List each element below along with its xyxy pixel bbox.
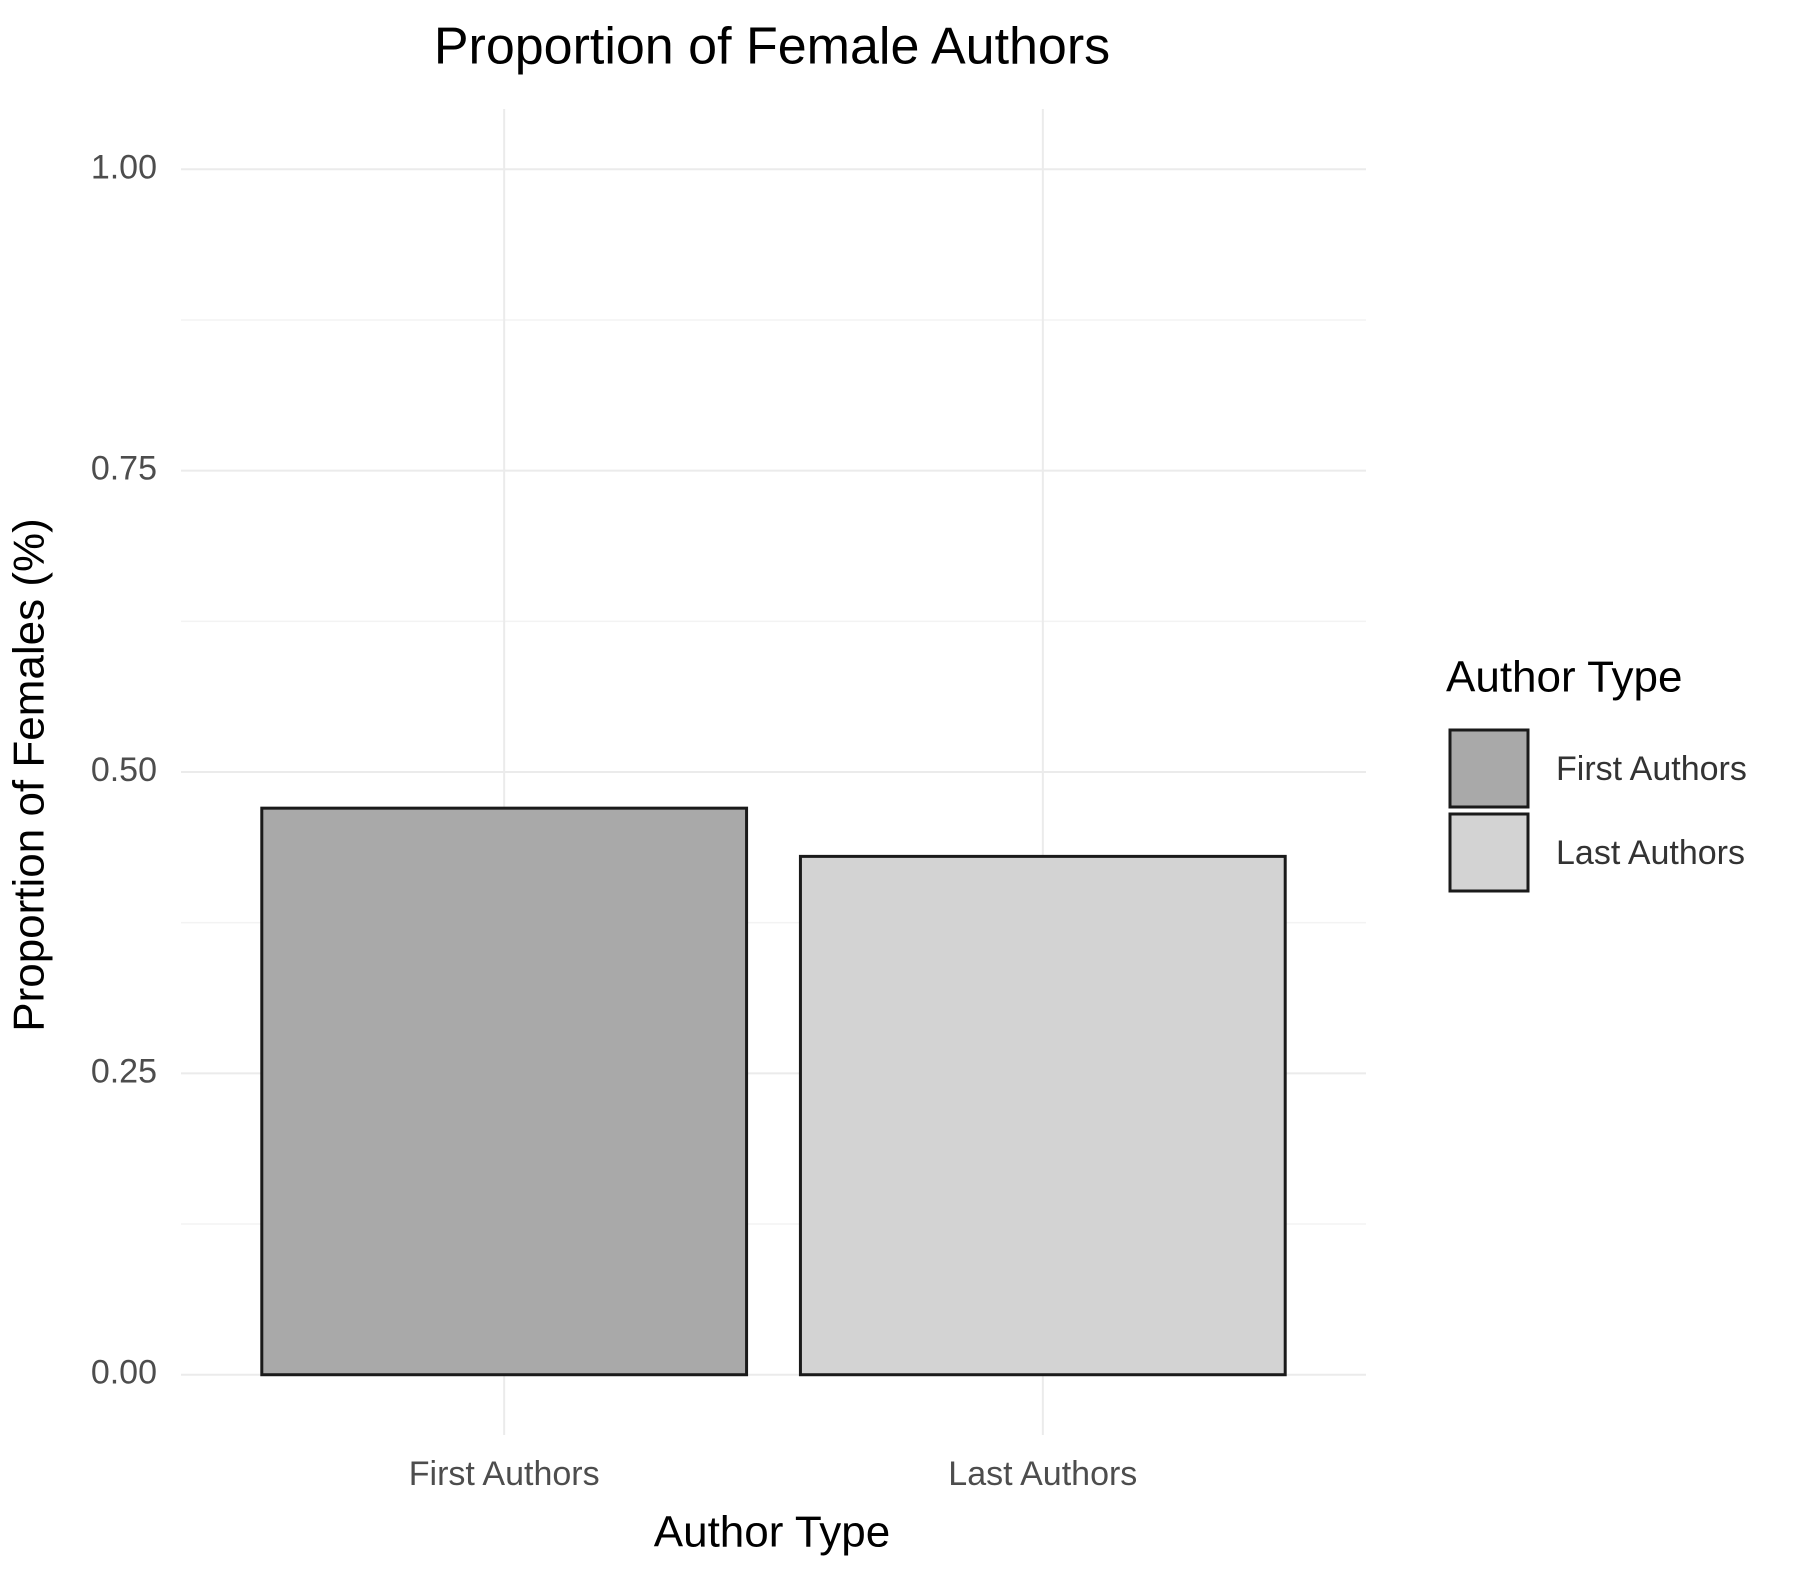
y-tick-label: 0.50 — [91, 751, 157, 789]
legend-title: Author Type — [1446, 653, 1682, 702]
y-axis-title: Proportion of Females (%) — [5, 518, 54, 1032]
bar — [798, 854, 1287, 1377]
y-tick-label: 0.00 — [91, 1354, 157, 1392]
y-tick-label: 1.00 — [91, 148, 157, 186]
chart-title: Proportion of Female Authors — [434, 18, 1110, 76]
bar — [260, 806, 749, 1377]
legend-label: Last Authors — [1556, 834, 1745, 872]
legend-label: First Authors — [1556, 750, 1747, 788]
legend-swatch — [1448, 812, 1530, 893]
x-axis-title: Author Type — [654, 1508, 890, 1557]
legend-swatch — [1448, 728, 1530, 809]
x-tick-label: Last Authors — [948, 1455, 1137, 1493]
x-tick-label: First Authors — [409, 1455, 600, 1493]
y-tick-label: 0.25 — [91, 1052, 157, 1090]
y-tick-label: 0.75 — [91, 450, 157, 488]
